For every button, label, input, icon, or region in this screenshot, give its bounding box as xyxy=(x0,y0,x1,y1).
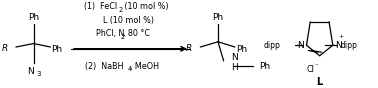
Text: N: N xyxy=(297,41,304,50)
Text: Cl: Cl xyxy=(306,65,314,74)
Text: 2: 2 xyxy=(121,34,125,40)
Text: N: N xyxy=(28,67,34,76)
Text: R: R xyxy=(2,44,8,53)
Text: H: H xyxy=(231,63,238,72)
Text: N: N xyxy=(335,41,342,50)
Text: dipp: dipp xyxy=(263,41,280,50)
Text: L (10 mol %): L (10 mol %) xyxy=(103,16,154,25)
Text: (10 mol %): (10 mol %) xyxy=(122,2,169,11)
Text: dipp: dipp xyxy=(340,41,357,50)
Text: , MeOH: , MeOH xyxy=(130,62,158,71)
Text: (2)  NaBH: (2) NaBH xyxy=(85,62,124,71)
Text: (1)  FeCl: (1) FeCl xyxy=(84,2,118,11)
Text: N: N xyxy=(231,53,238,62)
Text: 3: 3 xyxy=(37,71,41,77)
Text: PhCl, N: PhCl, N xyxy=(96,29,125,38)
Text: Ph: Ph xyxy=(259,62,270,71)
Text: 2: 2 xyxy=(119,7,123,13)
Text: +: + xyxy=(338,34,343,39)
Text: ⁻: ⁻ xyxy=(314,63,318,69)
Text: Ph: Ph xyxy=(212,13,223,22)
Text: Ph: Ph xyxy=(51,45,62,54)
Text: R: R xyxy=(186,44,192,53)
Text: Ph: Ph xyxy=(236,45,247,54)
Text: , 80 °C: , 80 °C xyxy=(123,29,150,38)
Text: L: L xyxy=(316,77,323,87)
Text: 4: 4 xyxy=(127,66,132,72)
Text: Ph: Ph xyxy=(28,13,39,22)
